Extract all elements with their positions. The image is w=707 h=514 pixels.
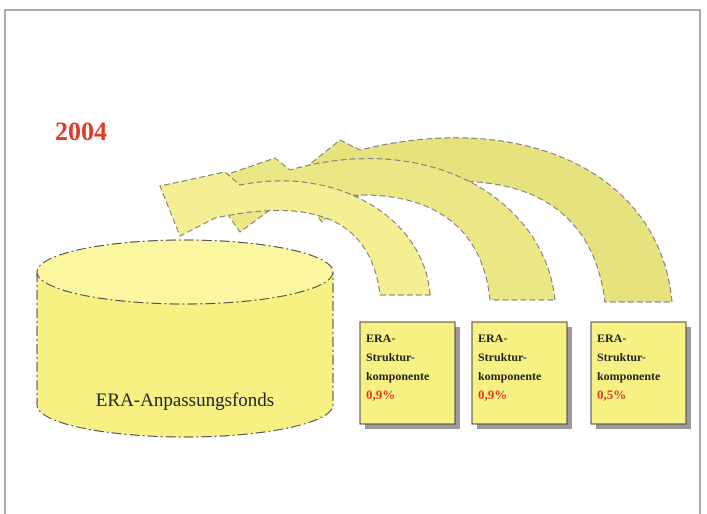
page: {"year": "2004", "fund": {"label": "ERA-… [0, 0, 707, 514]
component-label: komponente [597, 369, 661, 383]
component-label: Struktur- [597, 350, 646, 364]
components: ERA- Struktur-komponente 0,9% ERA- Struktur-… [360, 322, 691, 429]
component-share: 0,5% [597, 387, 626, 402]
component-label: komponente [366, 369, 430, 383]
component-label: ERA- [366, 331, 395, 345]
component-label: Struktur- [478, 350, 527, 364]
fund-label: ERA-Anpassungsfonds [96, 390, 274, 411]
component-label: komponente [478, 369, 542, 383]
component-label: Struktur- [366, 350, 415, 364]
year: 2004 [55, 117, 107, 146]
component-share: 0,9% [478, 387, 507, 402]
component-label: ERA- [597, 331, 626, 345]
diagram: 2004 ERA-Anpassungsfonds ERA- Struktur-ko… [0, 0, 707, 514]
component-label: ERA- [478, 331, 507, 345]
fund-cylinder: ERA-Anpassungsfonds [37, 240, 333, 437]
component-share: 0,9% [366, 387, 395, 402]
